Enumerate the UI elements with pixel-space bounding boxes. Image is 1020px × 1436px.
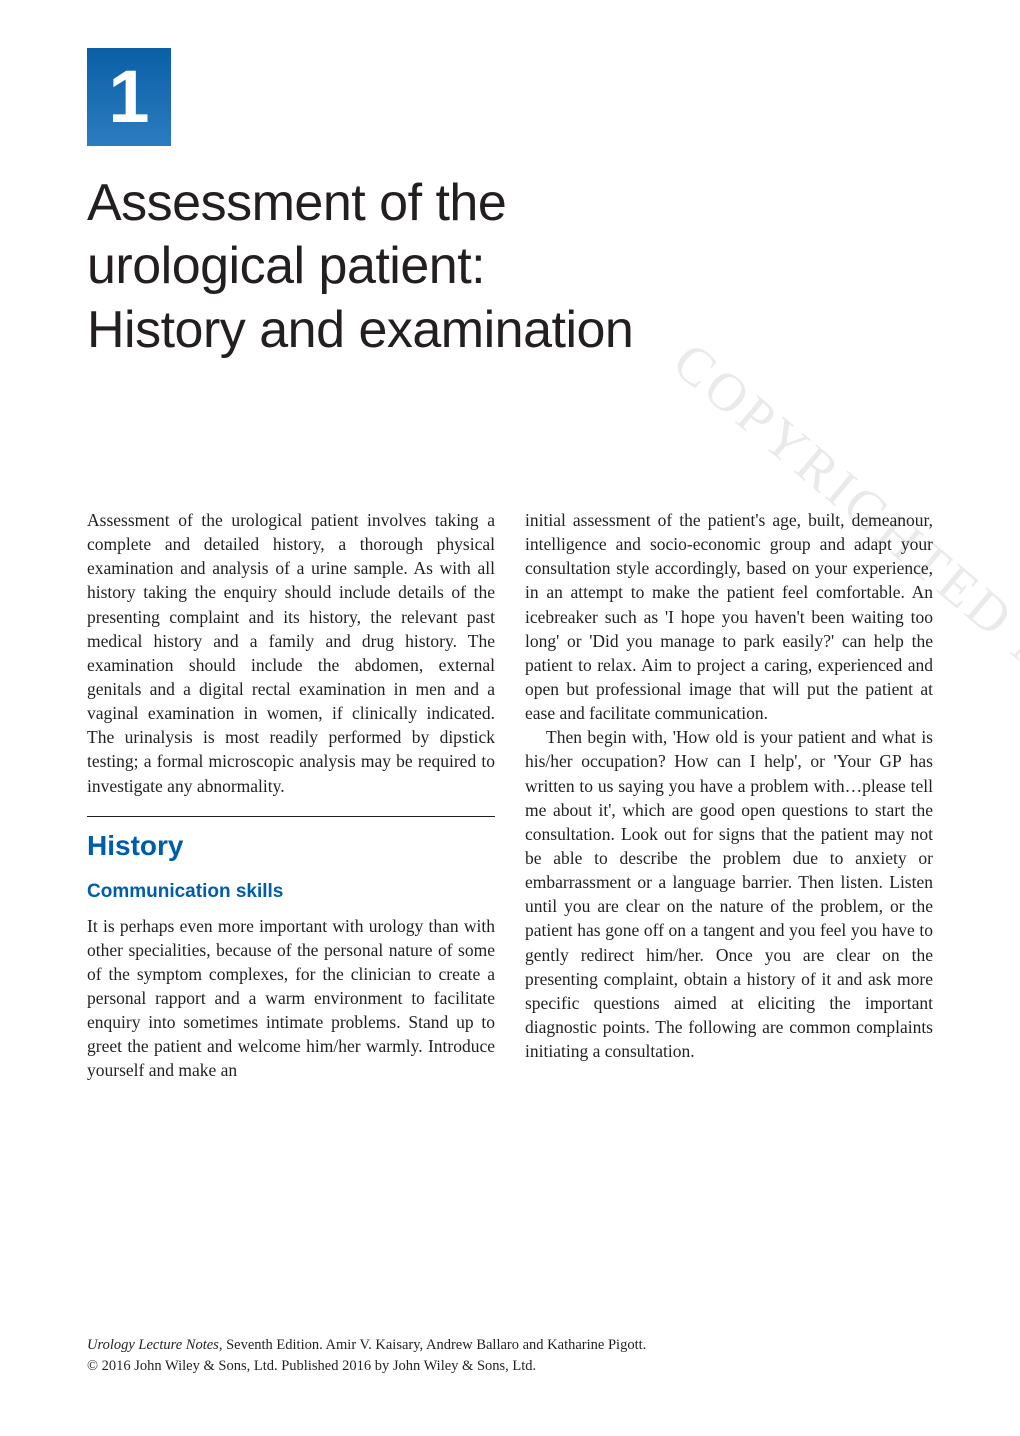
heading-communication-skills: Communication skills — [87, 879, 495, 905]
chapter-number-box: 1 — [87, 48, 171, 146]
intro-paragraph: Assessment of the urological patient inv… — [87, 508, 495, 798]
chapter-number: 1 — [108, 60, 149, 134]
section-rule — [87, 816, 495, 817]
heading-history: History — [87, 827, 495, 866]
footer-copyright: © 2016 John Wiley & Sons, Ltd. Published… — [87, 1358, 536, 1374]
chapter-title-line-3: History and examination — [87, 301, 633, 359]
body-columns: Assessment of the urological patient inv… — [87, 508, 933, 1083]
comm-paragraph-left: It is perhaps even more important with u… — [87, 914, 495, 1083]
footer-edition-authors: , Seventh Edition. Amir V. Kaisary, Andr… — [219, 1337, 646, 1353]
chapter-title-line-1: Assessment of the — [87, 174, 506, 232]
column-right: initial assessment of the patient's age,… — [525, 508, 933, 1083]
page-footer: Urology Lecture Notes, Seventh Edition. … — [87, 1335, 933, 1376]
comm-paragraph-right-2: Then begin with, 'How old is your patien… — [525, 725, 933, 1063]
footer-book-title: Urology Lecture Notes — [87, 1337, 219, 1353]
comm-paragraph-right-1: initial assessment of the patient's age,… — [525, 508, 933, 725]
chapter-title-line-2: urological patient: — [87, 237, 485, 295]
chapter-title: Assessment of the urological patient: Hi… — [87, 172, 927, 362]
column-left: Assessment of the urological patient inv… — [87, 508, 495, 1083]
